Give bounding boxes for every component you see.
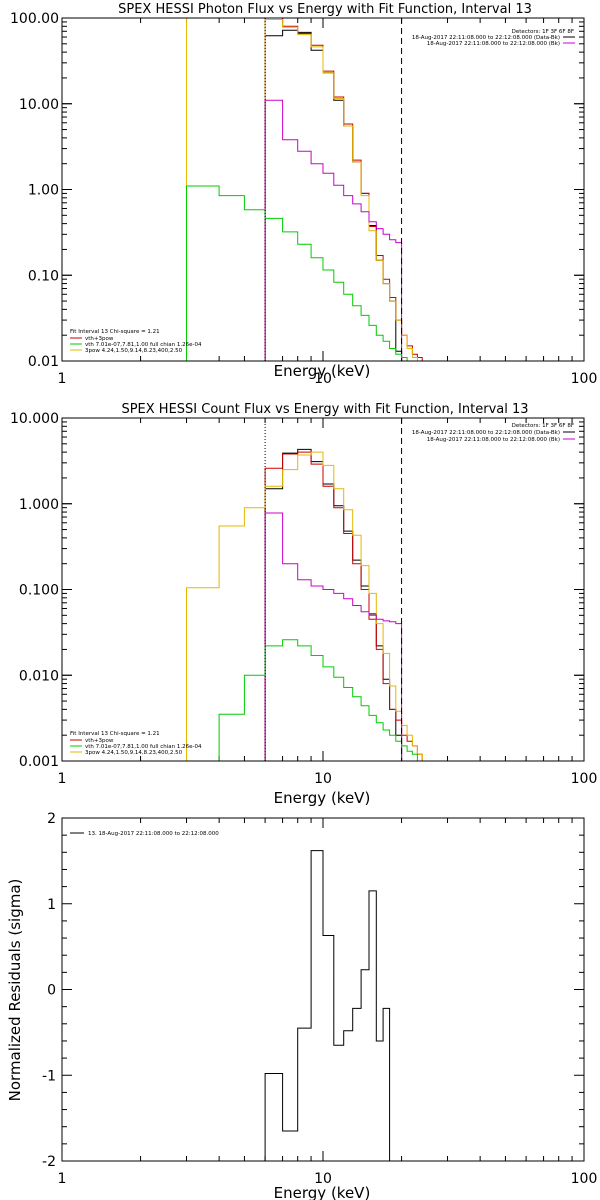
y-tick-label: 10.00 (19, 97, 59, 113)
legend-top-right: Detectors: 1F 3F 6F 8F 18-Aug-2017 22:11… (412, 29, 575, 47)
legend-bottom-left: Fit Interval 13 Chi-square = 1.21 vth+3p… (70, 731, 202, 756)
legend-entry: vth 7.01e-07,7.81,1.00 full chian 1.26e-… (85, 744, 202, 750)
y-tick-label: 1.000 (19, 497, 59, 513)
legend-entry: 3pow 4.24,1.50,9.14,8.23,400,2.50 (85, 750, 183, 756)
legend-entry: 18-Aug-2017 22:11:08.000 to 22:12:08.000… (412, 35, 560, 41)
legend-entry: 18-Aug-2017 22:11:08.000 to 22:12:08.000… (427, 437, 560, 443)
y-tick-label: 0.100 (19, 583, 59, 599)
y-tick-label: 1.00 (28, 183, 59, 199)
residuals-panel: 1 10 100 -2 -1 0 1 2 Energy (keV) Normalized R… (6, 811, 597, 1200)
photon-flux-panel: SPEX HESSI Photon Flux vs Energy with Fi… (10, 2, 597, 387)
y-tick-label: -2 (42, 1154, 56, 1170)
x-tick-label: 1 (58, 771, 67, 787)
plot-frame (61, 417, 585, 762)
legend-top-right: Detectors: 1F 3F 6F 8F 18-Aug-2017 22:11… (412, 423, 575, 443)
x-tick-label: 100 (571, 371, 598, 387)
legend: 13. 18-Aug-2017 22:11:08.000 to 22:12:08… (70, 831, 219, 837)
panel-title: SPEX HESSI Photon Flux vs Energy with Fi… (118, 2, 532, 17)
y-tick-label: 10.000 (10, 411, 59, 427)
panel-title: SPEX HESSI Count Flux vs Energy with Fit… (121, 402, 528, 417)
y-tick-label: 2 (47, 811, 56, 827)
legend-header: Fit Interval 13 Chi-square = 1.21 (70, 731, 160, 737)
x-tick-label: 1 (58, 371, 67, 387)
x-tick-label: 10 (314, 371, 332, 387)
series-line-2 (264, 19, 427, 362)
legend-entry: vth+3pow (85, 738, 114, 744)
legend-entry: 3pow 4.24,1.50,9.14,8.23,400,2.50 (85, 348, 183, 354)
x-tick-label: 10 (314, 1171, 332, 1187)
y-axis-label: Normalized Residuals (sigma) (6, 879, 24, 1102)
series-line-2 (186, 451, 427, 762)
legend-entry: vth 7.01e-07,7.81,1.00 full chian 1.26e-… (85, 342, 202, 348)
legend-entry: 18-Aug-2017 22:11:08.000 to 22:12:08.000… (412, 430, 560, 436)
legend-header: Fit Interval 13 Chi-square = 1.21 (70, 329, 160, 335)
legend-entry: vth+3pow (85, 336, 114, 342)
legend-bottom-left: Fit Interval 13 Chi-square = 1.21 vth+3p… (70, 329, 202, 354)
y-tick-label: 1 (47, 897, 56, 913)
plot-frame (61, 817, 585, 1162)
x-tick-label: 10 (314, 771, 332, 787)
y-tick-label: 0.10 (28, 268, 59, 284)
series-line-3 (264, 512, 403, 761)
series-line-1 (264, 451, 427, 762)
x-tick-label: 100 (571, 771, 598, 787)
plot-frame (61, 17, 585, 362)
y-tick-label: 0.01 (28, 354, 59, 370)
x-axis-label: Energy (keV) (274, 789, 371, 807)
legend-entry: 13. 18-Aug-2017 22:11:08.000 to 22:12:08… (88, 831, 219, 837)
series-line-0 (264, 448, 408, 762)
legend-header: Detectors: 1F 3F 6F 8F (512, 423, 574, 429)
legend-entry: 18-Aug-2017 22:11:08.000 to 22:12:08.000… (427, 41, 560, 47)
y-tick-label: 100.00 (10, 11, 59, 27)
series-line-0 (264, 850, 402, 1162)
y-tick-label: 0.010 (19, 668, 59, 684)
count-flux-panel: SPEX HESSI Count Flux vs Energy with Fit… (10, 402, 597, 807)
x-axis-label: Energy (keV) (274, 362, 371, 380)
series-line-1 (264, 17, 427, 362)
x-axis-label: Energy (keV) (274, 1184, 371, 1200)
series-line-3 (264, 99, 403, 361)
x-tick-label: 1 (58, 1171, 67, 1187)
series-line-0 (264, 29, 418, 362)
y-tick-label: -1 (42, 1068, 56, 1084)
y-tick-label: 0 (47, 983, 56, 999)
series-line-4 (186, 185, 418, 362)
x-tick-label: 100 (571, 1171, 598, 1187)
y-tick-label: 0.001 (19, 754, 59, 770)
legend-header: Detectors: 1F 3F 6F 8F (512, 29, 574, 35)
